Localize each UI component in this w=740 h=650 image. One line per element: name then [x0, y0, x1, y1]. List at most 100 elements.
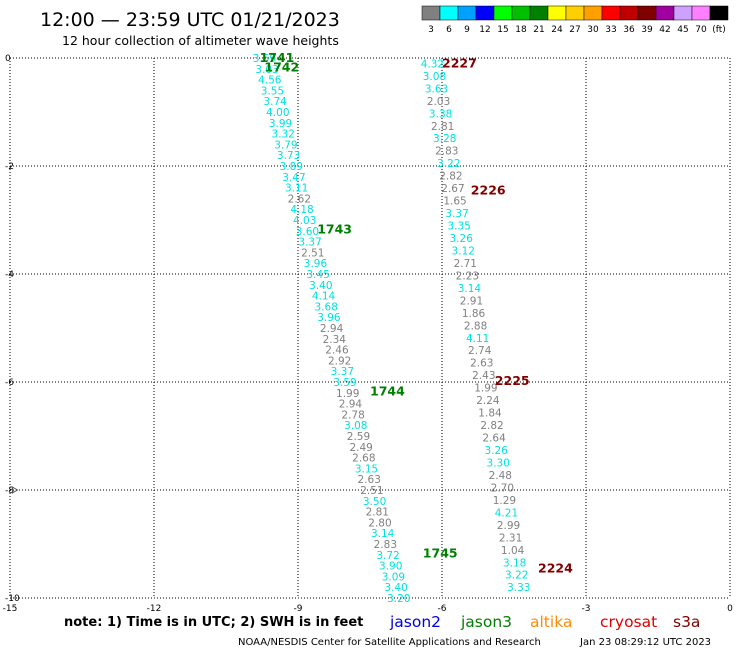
- colorbar-label: 12: [479, 25, 490, 35]
- satellite-name: jason3: [460, 613, 512, 631]
- x-tick-label: -6: [438, 604, 447, 614]
- colorbar-swatch: [511, 5, 531, 21]
- wave-height-point: 3.45: [306, 269, 329, 281]
- wave-height-point: 3.59: [333, 377, 356, 389]
- wave-height-point: 3.79: [274, 139, 297, 151]
- satellite-name: altika: [530, 613, 572, 631]
- x-axis-ticks: -15 -12 -9 -6 -3 0: [3, 604, 733, 614]
- wave-height-point: 3.38: [429, 108, 452, 120]
- wave-height-point: 2.31: [499, 532, 522, 544]
- wave-height-point: 3.09: [382, 571, 405, 583]
- chart-title: 12:00 — 23:59 UTC 01/21/2023: [40, 9, 340, 31]
- pass-label: 2226: [471, 182, 506, 197]
- wave-height-point: 4.21: [495, 507, 518, 519]
- colorbar-swatch: [655, 5, 675, 21]
- wave-height-point: 2.71: [454, 258, 477, 270]
- wave-height-point: 3.12: [452, 245, 475, 257]
- wave-height-point: 1.84: [478, 408, 502, 420]
- colorbar-swatch: [601, 5, 621, 21]
- wave-height-point: 4.56: [258, 75, 282, 87]
- wave-height-point: 2.81: [366, 507, 389, 519]
- credit-line: NOAA/NESDIS Center for Satellite Applica…: [238, 637, 541, 648]
- colorbar-swatch: [439, 5, 459, 21]
- footnote: note: 1) Time is in UTC; 2) SWH is in fe…: [64, 615, 363, 630]
- wave-height-point: 2.24: [476, 395, 500, 407]
- x-tick-label: -12: [147, 604, 162, 614]
- colorbar-swatch: [709, 5, 729, 21]
- pass-label: 2227: [442, 55, 477, 70]
- wave-height-point: 3.40: [384, 582, 407, 594]
- wave-height-point: 2.78: [341, 409, 364, 421]
- wave-height-point: 2.34: [323, 334, 347, 346]
- chart-subtitle: 12 hour collection of altimeter wave hei…: [62, 33, 339, 48]
- colorbar-swatch: [421, 5, 441, 21]
- colorbar-label: 21: [533, 25, 544, 35]
- colorbar-label: 18: [515, 25, 527, 35]
- colorbar-swatch: [529, 5, 549, 21]
- track-marker: [11, 486, 19, 494]
- colorbar-label: 15: [497, 25, 508, 35]
- wave-height-point: 1.86: [462, 308, 486, 320]
- colorbar-swatch: [691, 5, 711, 21]
- wave-height-point: 3.60: [296, 226, 319, 238]
- wave-height-point: 3.55: [261, 85, 284, 97]
- colorbar-swatch: [475, 5, 495, 21]
- y-axis-ticks: 0 -2 -4 -6 -8 -10: [5, 54, 20, 604]
- colorbar-unit: (ft): [712, 25, 726, 35]
- wave-height-point: 3.30: [487, 457, 510, 469]
- colorbar-label: 42: [659, 25, 670, 35]
- wave-height-point: 2.83: [374, 539, 397, 551]
- wave-height-point: 3.22: [437, 158, 460, 170]
- colorbar-label: 36: [623, 25, 635, 35]
- colorbar-label: 33: [605, 25, 616, 35]
- wave-height-point: 2.80: [368, 517, 391, 529]
- wave-height-point: 2.64: [482, 433, 506, 445]
- wave-height-point: 3.99: [269, 118, 292, 130]
- wave-height-point: 4.03: [293, 215, 316, 227]
- timestamp: Jan 23 08:29:12 UTC 2023: [579, 637, 711, 648]
- pass-label: 2224: [538, 560, 573, 575]
- wave-height-point: 3.96: [304, 258, 328, 270]
- colorbar-swatch: [565, 5, 585, 21]
- y-tick-label: 0: [5, 54, 11, 64]
- wave-height-point: 2.23: [456, 270, 479, 282]
- wave-height-point: 2.91: [460, 295, 483, 307]
- x-tick-label: -15: [3, 604, 18, 614]
- wave-height-point: 2.63: [358, 474, 381, 486]
- x-tick-label: -3: [582, 604, 591, 614]
- colorbar-swatch: [637, 5, 657, 21]
- wave-height-point: 3.08: [423, 71, 446, 83]
- wave-height-point: 1.29: [493, 495, 516, 507]
- colorbar-label: 3: [428, 25, 434, 35]
- pass-label: 1745: [423, 546, 458, 561]
- wave-height-point: 1.99: [474, 383, 497, 395]
- wave-height-point: 3.33: [507, 582, 530, 594]
- wave-height-point: 3.18: [503, 557, 526, 569]
- wave-height-point: 2.94: [320, 323, 344, 335]
- x-tick-label: -9: [294, 604, 303, 614]
- track-markers: [11, 486, 19, 494]
- wave-height-point: 3.89: [280, 161, 303, 173]
- wave-height-point: 2.83: [435, 146, 458, 158]
- colorbar-label: 27: [569, 25, 580, 35]
- colorbar-label: 6: [446, 25, 452, 35]
- wave-height-point: 3.73: [277, 150, 300, 162]
- wave-height-point: 3.40: [309, 280, 332, 292]
- wave-height-point: 2.51: [301, 247, 324, 259]
- y-tick-label: -2: [5, 162, 14, 172]
- wave-height-point: 2.94: [339, 399, 363, 411]
- wave-height-point: 3.32: [272, 129, 295, 141]
- satellite-name: s3a: [673, 613, 700, 631]
- wave-height-point: 3.63: [425, 83, 448, 95]
- wave-height-point: 2.48: [489, 470, 512, 482]
- wave-height-point: 2.88: [464, 320, 487, 332]
- satellite-legend: jason2 jason3 altika cryosat s3a: [389, 613, 700, 631]
- wave-height-point: 3.20: [387, 593, 410, 605]
- wave-height-point: 3.14: [371, 528, 395, 540]
- wave-height-point: 1.04: [501, 545, 525, 557]
- wave-height-point: 4.00: [266, 107, 289, 119]
- wave-height-point: 2.49: [349, 442, 372, 454]
- wave-height-point: 2.99: [497, 520, 520, 532]
- y-tick-label: -6: [5, 378, 14, 388]
- wave-height-point: 2.82: [439, 171, 462, 183]
